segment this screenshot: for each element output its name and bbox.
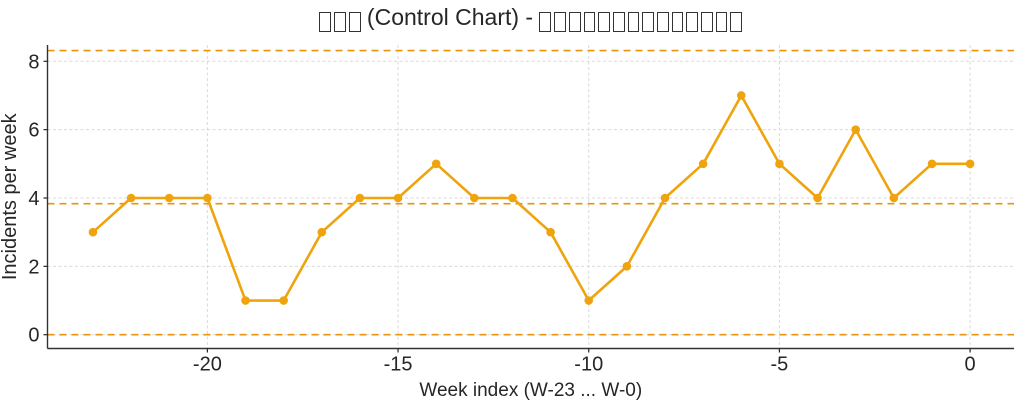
svg-text:8: 8 <box>28 51 39 73</box>
svg-text:4: 4 <box>28 188 39 210</box>
svg-text:6: 6 <box>28 120 39 142</box>
svg-text:-5: -5 <box>771 354 789 376</box>
svg-text:0: 0 <box>28 325 39 347</box>
svg-text:-20: -20 <box>193 354 222 376</box>
svg-text:-15: -15 <box>384 354 413 376</box>
svg-text:0: 0 <box>965 354 976 376</box>
svg-text:Week index (W-23 ... W-0): Week index (W-23 ... W-0) <box>419 380 642 401</box>
svg-text:-10: -10 <box>574 354 603 376</box>
svg-text:2: 2 <box>28 256 39 278</box>
svg-text:Incidents per week: Incidents per week <box>0 112 21 280</box>
